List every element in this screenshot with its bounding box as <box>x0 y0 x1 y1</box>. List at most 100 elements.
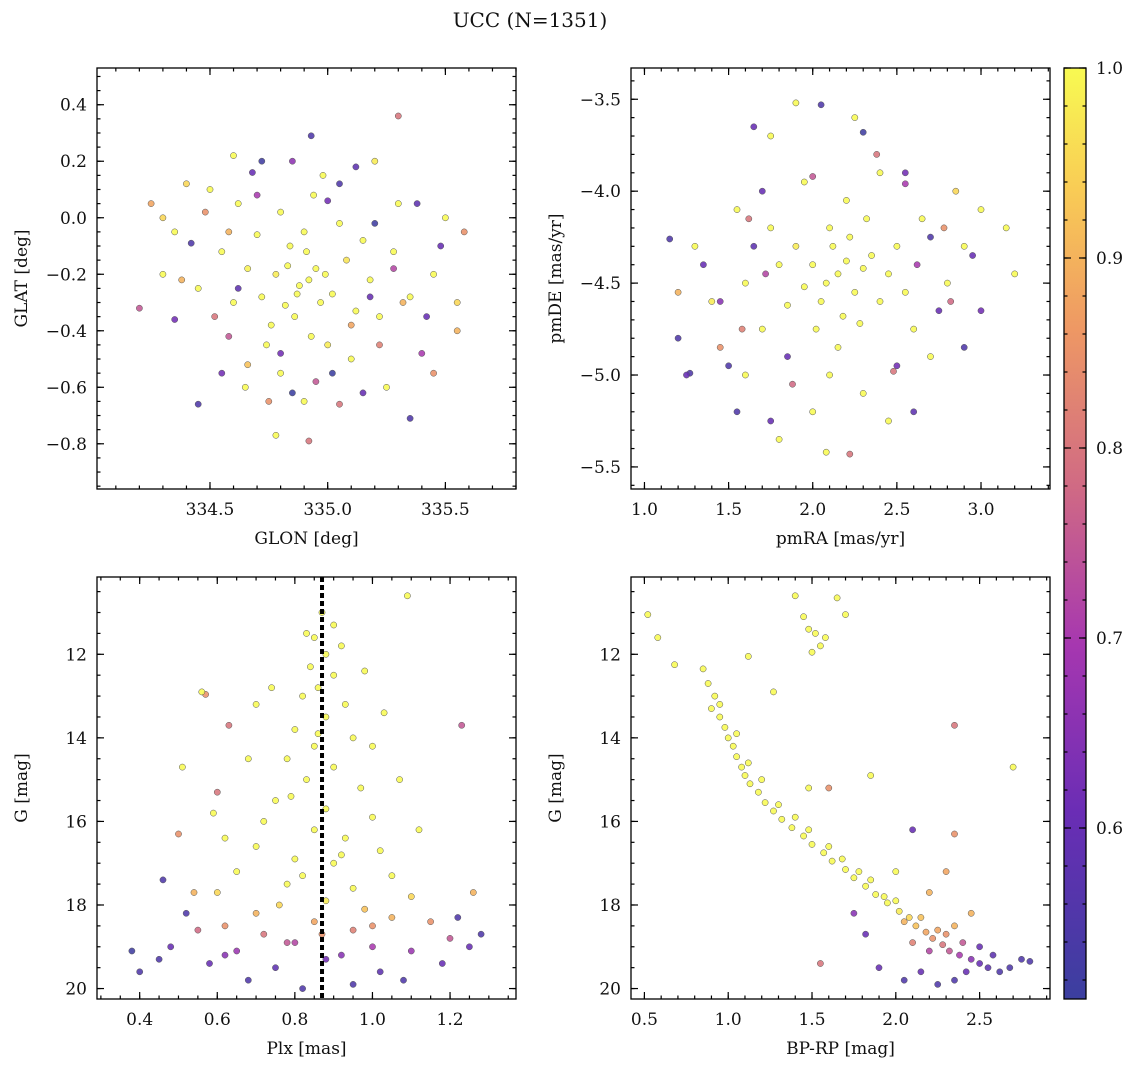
scatter-point <box>834 344 842 351</box>
x-axis-label: pmRA [mas/yr] <box>776 529 905 549</box>
scatter-point <box>159 214 167 222</box>
scatter-point <box>917 968 925 976</box>
scatter-point <box>952 187 960 195</box>
scatter-point <box>330 763 338 771</box>
y-tick-label: 0.0 <box>60 209 87 229</box>
scatter-point <box>277 350 284 357</box>
scatter-point <box>291 939 299 946</box>
x-axis-label: GLON [deg] <box>254 529 358 549</box>
scatter-point <box>171 228 179 236</box>
scatter-point <box>418 350 426 357</box>
y-axis-label: pmDE [mas/yr] <box>546 213 566 343</box>
scatter-point <box>206 960 213 967</box>
scatter-point <box>438 960 446 967</box>
scatter-point <box>296 282 303 289</box>
scatter-point <box>805 625 813 633</box>
scatter-point <box>944 279 951 287</box>
scatter-point <box>762 270 769 278</box>
scatter-point <box>369 922 376 930</box>
scatter-point <box>322 805 330 813</box>
panel-proper-motion: 1.0 1.5 2.0 2.5 3.0 −3.5 −4.0 −4.5 −5.0 −5.5 pmRA … <box>546 67 1051 549</box>
scatter-point <box>225 333 233 340</box>
scatter-point <box>390 265 397 272</box>
scatter-point <box>394 200 402 207</box>
scatter-point <box>733 730 740 738</box>
scatter-point <box>859 390 867 397</box>
scatter-point <box>213 889 221 896</box>
scatter-point <box>817 642 824 650</box>
scatter-point <box>376 968 384 976</box>
scatter-point <box>404 592 411 600</box>
scatter-point <box>299 872 306 880</box>
scatter-point <box>942 868 950 875</box>
scatter-point <box>201 208 209 216</box>
x-tick-label: 1.5 <box>715 500 742 520</box>
scatter-point <box>800 178 808 186</box>
scatter-point <box>770 807 777 815</box>
scatter-point <box>225 228 233 236</box>
scatter-point <box>244 361 252 369</box>
scatter-point <box>283 939 291 946</box>
x-tick-label: 1.2 <box>437 1010 464 1030</box>
scatter-point <box>809 408 817 416</box>
scatter-point <box>856 320 864 327</box>
scatter-point <box>834 270 842 278</box>
scatter-point <box>671 661 678 669</box>
y-tick-label: 18 <box>65 896 87 916</box>
scatter-point <box>901 288 909 296</box>
scatter-point <box>244 265 252 272</box>
scatter-point <box>190 889 198 896</box>
scatter-point <box>927 233 934 241</box>
scatter-point <box>314 684 322 692</box>
scatter-point <box>442 214 449 222</box>
scatter-point <box>724 734 732 742</box>
scatter-point <box>183 180 190 188</box>
scatter-point <box>289 389 296 397</box>
y-tick-label: −0.8 <box>46 435 87 455</box>
scatter-point <box>767 417 775 425</box>
x-tick-label: 2.0 <box>882 1010 909 1030</box>
colorbar-ticks: 1.0 0.9 0.8 0.7 0.6 <box>1064 59 1123 981</box>
scatter-point <box>867 772 875 779</box>
scatter-point <box>900 976 908 984</box>
scatter-point <box>359 389 367 397</box>
scatter-point <box>187 239 195 247</box>
scatter-point <box>260 818 268 825</box>
scatter-point <box>800 613 807 621</box>
y-tick-label: 16 <box>599 812 621 832</box>
scatter-point <box>293 290 301 298</box>
scatter-point <box>817 298 825 305</box>
scatter-point <box>758 776 766 783</box>
scatter-point <box>230 152 237 159</box>
scatter-point <box>872 891 880 898</box>
scatter-point <box>805 784 813 792</box>
scatter-point <box>951 976 958 984</box>
scatter-point <box>893 362 901 370</box>
scatter-point <box>347 355 355 363</box>
scatter-point <box>910 408 918 416</box>
scatter-point <box>812 325 820 333</box>
scatter-point <box>977 307 985 315</box>
y-tick-label: 16 <box>65 812 87 832</box>
scatter-point <box>252 701 260 708</box>
scatter-point <box>159 270 167 278</box>
scatter-point <box>876 298 884 305</box>
scatter-point <box>352 163 360 171</box>
scatter-point <box>319 172 327 179</box>
colorbar-tick-label: 0.7 <box>1096 629 1123 649</box>
scatter-point <box>808 841 816 848</box>
scatter-point <box>317 299 324 306</box>
scatter-point <box>846 450 854 458</box>
scatter-point <box>430 270 437 278</box>
scatter-point <box>699 665 707 673</box>
scatter-point <box>977 206 985 213</box>
scatter-point <box>792 99 800 107</box>
scatter-point <box>654 634 662 641</box>
scatter-point <box>828 857 836 865</box>
scatter-point <box>211 313 219 320</box>
scatter-point <box>179 763 186 771</box>
scatter-point <box>778 815 786 823</box>
x-tick-label: 0.6 <box>204 1010 231 1030</box>
scatter-points <box>644 592 1034 988</box>
scatter-point <box>812 630 819 637</box>
